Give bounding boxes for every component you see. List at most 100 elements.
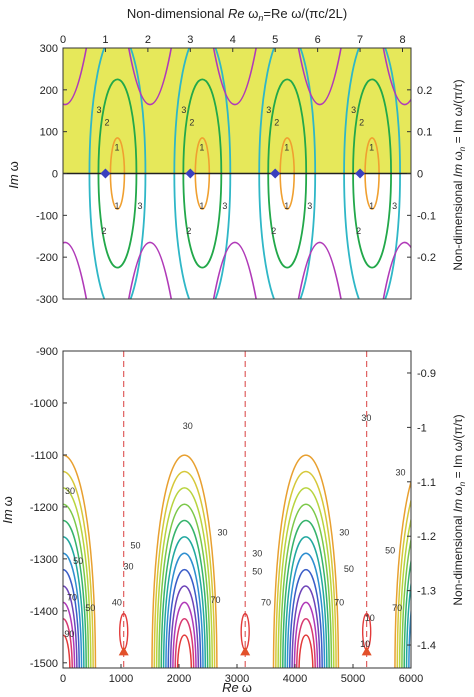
contour-arch xyxy=(401,536,411,668)
bottom-y-tick-label: -1500 xyxy=(30,658,58,670)
contour-outer-upper xyxy=(297,48,342,106)
contour-level-label: 70 xyxy=(67,592,77,602)
contour-label-1: 1 xyxy=(199,201,204,211)
top-y-tick-label: -100 xyxy=(36,210,58,222)
resonance-diamond-marker xyxy=(355,168,366,179)
top-y-tick-label: -300 xyxy=(36,294,58,306)
contour-outer-lower xyxy=(63,241,88,299)
top-y-tick-label: 200 xyxy=(40,85,58,97)
contour-arch xyxy=(293,601,319,668)
contour-level-label: 70 xyxy=(392,603,402,613)
contour-label-2: 2 xyxy=(104,117,109,127)
contour-level-label: 40 xyxy=(112,598,122,608)
contour-arch xyxy=(63,568,80,668)
contour-level-label: 50 xyxy=(252,566,262,576)
contour-arch xyxy=(413,586,441,673)
contour-level-label: 30 xyxy=(124,561,134,571)
contour-arch xyxy=(289,568,323,668)
contour-level-label: 50 xyxy=(344,564,354,574)
contour-outer-lower xyxy=(297,241,342,299)
contour-outer-upper xyxy=(127,48,173,106)
contour-label-2: 2 xyxy=(359,117,364,127)
top-right-tick-label: -0.1 xyxy=(417,210,436,222)
contour-label-2: 2 xyxy=(101,226,106,236)
contour-arch xyxy=(172,601,197,668)
contour-arch xyxy=(403,557,411,668)
contour-label-1: 1 xyxy=(284,142,289,152)
top-y-tick-label: 0 xyxy=(52,169,58,181)
bottom-x-tick-label: 0 xyxy=(60,673,66,685)
contour-level-label: 30 xyxy=(183,421,193,431)
top-x-tick-label: 1 xyxy=(102,34,108,46)
contour-arch xyxy=(174,618,195,668)
contour-label-3: 3 xyxy=(266,105,271,115)
contour-arch xyxy=(63,519,87,668)
bottom-plot-area xyxy=(63,351,441,673)
resonance-triangle-marker xyxy=(240,646,251,656)
bottom-x-tick-label: 1000 xyxy=(109,673,133,685)
contour-arch xyxy=(272,454,340,668)
contour-arch xyxy=(63,601,76,668)
contour-level-label: 30 xyxy=(396,468,406,478)
bottom-x-tick-label: 2000 xyxy=(167,673,191,685)
bottom-right-tick-label: -1 xyxy=(417,422,427,434)
bottom-x-tick-label: 6000 xyxy=(399,673,423,685)
contour-arch xyxy=(160,519,209,668)
contour-label-1: 1 xyxy=(114,201,119,211)
contour-arch xyxy=(298,634,314,668)
contour-arch xyxy=(282,519,330,668)
contour-arch xyxy=(169,585,200,668)
bottom-y-tick-label: -1000 xyxy=(30,398,58,410)
contour-arch xyxy=(398,517,411,668)
contour-arch xyxy=(63,454,97,668)
contour-arch xyxy=(165,552,204,668)
contour-level-label: 50 xyxy=(130,540,140,550)
contour-label-3: 3 xyxy=(307,201,312,211)
contour-level-label: 30 xyxy=(361,413,371,423)
contour-arch xyxy=(176,634,193,668)
contour-outer-upper xyxy=(382,48,411,106)
contour-label-3: 3 xyxy=(351,105,356,115)
contour-level-label: 50 xyxy=(85,603,95,613)
resonance-triangle-marker xyxy=(361,646,372,656)
contour-arch xyxy=(162,536,207,668)
bottom-right-tick-label: -1.4 xyxy=(417,640,436,652)
top-x-tick-label: 6 xyxy=(315,34,321,46)
bottom-contour-labels: 30 50 70 90 50 40 30 50 30 30 70 30 50 70 30 30 50 70 10 10… xyxy=(64,413,405,649)
bottom-y-tick-label: -1300 xyxy=(30,554,58,566)
contour-arch xyxy=(63,618,73,668)
contour-arch xyxy=(284,536,328,668)
bottom-y-tick-label: -900 xyxy=(36,346,58,358)
contour-outer-lower xyxy=(212,241,257,299)
contour-level-label: 30 xyxy=(217,527,227,537)
contour-outer-lower xyxy=(382,241,411,299)
bottom-y-axis-title: Imω xyxy=(0,496,15,524)
bottom-chart: 30 50 70 90 50 40 30 50 30 30 70 30 50 70 30 30 50 70 10 10… xyxy=(0,346,467,695)
bottom-contour-lines xyxy=(63,454,441,673)
contour-arch xyxy=(63,585,78,668)
resonance-triangle-marker xyxy=(118,646,129,656)
contour-label-2: 2 xyxy=(274,117,279,127)
contour-label-3: 3 xyxy=(392,201,397,211)
top-x-tick-label: 2 xyxy=(145,34,151,46)
top-x-tick-label: 8 xyxy=(399,34,405,46)
contour-arch xyxy=(63,634,71,668)
top-right-axis-title: Non-dimensional Im ωn = Im ω/(π/τ) xyxy=(451,79,467,270)
top-y-tick-label: 300 xyxy=(40,43,58,55)
contour-arch xyxy=(286,552,326,668)
resonance-diamond-marker xyxy=(100,168,111,179)
bottom-right-tick-label: -1.3 xyxy=(417,586,436,598)
contour-arch xyxy=(416,602,439,673)
contour-arch xyxy=(275,471,337,668)
top-x-tick-label: 4 xyxy=(230,34,236,46)
contour-arch xyxy=(63,487,92,668)
contour-arch xyxy=(394,479,411,668)
contour-level-label: 70 xyxy=(261,598,271,608)
top-resonance-markers xyxy=(100,168,366,179)
contour-level-label: 70 xyxy=(211,595,221,605)
contour-arch xyxy=(167,568,202,668)
contour-arch xyxy=(296,618,316,668)
bottom-triangle-markers xyxy=(118,646,372,656)
